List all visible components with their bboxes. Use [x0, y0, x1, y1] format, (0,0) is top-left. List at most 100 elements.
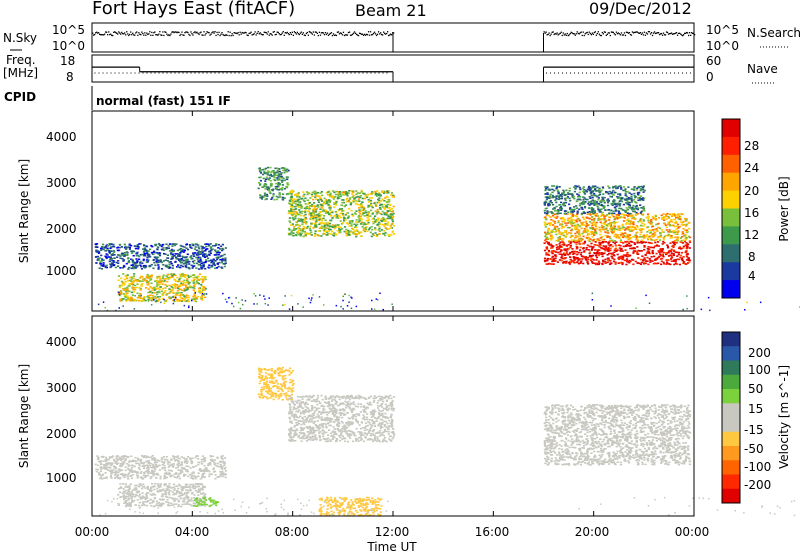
power-cell-4: [661, 250, 663, 252]
power-cell-1: [159, 278, 161, 280]
power-cell-4: [683, 256, 685, 258]
power-cell-1: [136, 283, 138, 285]
power-cell-3: [375, 220, 377, 222]
noise-point: [603, 33, 604, 34]
power-cell-0: [224, 259, 226, 261]
power-cell-1: [205, 279, 207, 281]
noise-point: [258, 31, 259, 32]
power-cell-5: [635, 239, 637, 241]
power-cell-1: [179, 295, 181, 297]
power-cell-4: [613, 252, 615, 254]
power-cell-4: [607, 250, 609, 252]
power-cell-4: [682, 260, 684, 262]
power-cell-4: [544, 242, 546, 244]
power-cell-3: [342, 222, 344, 224]
noise-point: [192, 34, 193, 35]
power-cell-5: [669, 225, 671, 227]
power-cell-0: [196, 250, 198, 252]
power-scatter: [308, 298, 310, 300]
noise-point: [126, 31, 127, 32]
power-cell-0: [115, 267, 117, 269]
power-cell-1: [123, 293, 125, 295]
power-scatter: [263, 295, 265, 297]
power-cell-5: [676, 239, 678, 241]
power-scatter: [160, 302, 162, 304]
power-cell-5: [663, 237, 665, 239]
power-cell-6: [623, 204, 625, 206]
power-cell-0: [130, 245, 132, 247]
power-cell-5: [676, 231, 678, 233]
power-cell-0: [152, 253, 154, 255]
power-cell-6: [591, 207, 593, 209]
power-cell-0: [124, 252, 126, 254]
power-cell-6: [591, 195, 593, 197]
power-cell-4: [678, 259, 680, 261]
power-cell-6: [628, 197, 630, 199]
power-cell-3: [289, 193, 291, 195]
power-cb-tick-4: 4: [748, 269, 756, 283]
power-cell-4: [591, 249, 593, 251]
power-cell-6: [623, 186, 625, 188]
power-cell-1: [143, 296, 145, 298]
power-cell-0: [182, 249, 184, 251]
power-cell-6: [577, 196, 579, 198]
power-scatter: [746, 302, 748, 304]
power-cell-5: [616, 217, 618, 219]
power-cell-5: [571, 225, 573, 227]
power-cell-5: [655, 224, 657, 226]
power-cell-4: [626, 254, 628, 256]
power-cell-2: [273, 174, 275, 176]
power-cell-0: [218, 254, 220, 256]
power-cell-1: [178, 281, 180, 283]
power-cell-3: [327, 191, 329, 193]
power-cell-5: [648, 230, 650, 232]
power-cell-6: [563, 205, 565, 207]
noise-point: [239, 34, 240, 35]
power-cell-5: [585, 221, 587, 223]
power-cell-3: [330, 207, 332, 209]
power-cell-3: [294, 209, 296, 211]
power-cell-5: [688, 228, 690, 230]
power-scatter: [311, 299, 313, 301]
power-cell-5: [658, 217, 660, 219]
power-cell-5: [655, 219, 657, 221]
power-cell-6: [598, 195, 600, 197]
power-cell-0: [162, 244, 164, 246]
power-cell-5: [666, 227, 668, 229]
power-cell-4: [597, 249, 599, 251]
power-cell-4: [652, 247, 654, 249]
noise-point: [689, 32, 690, 33]
power-cell-0: [110, 266, 112, 268]
power-cell-4: [624, 249, 626, 251]
power-cell-6: [588, 207, 590, 209]
power-cell-3: [291, 191, 293, 193]
power-cell-0: [170, 261, 172, 263]
noise-point: [595, 31, 596, 32]
power-cell-2: [265, 172, 267, 174]
power-cell-1: [127, 274, 129, 276]
power-cell-2: [268, 188, 270, 190]
power-cell-3: [369, 215, 371, 217]
power-cell-3: [298, 230, 300, 232]
noise-point: [320, 35, 321, 36]
power-cell-6: [546, 187, 548, 189]
noise-point: [154, 31, 155, 32]
power-cell-5: [661, 231, 663, 233]
power-cell-3: [312, 227, 314, 229]
power-cell-0: [221, 262, 223, 264]
power-cell-5: [666, 229, 668, 231]
noise-point: [131, 34, 132, 35]
power-cell-4: [589, 246, 591, 248]
power-cell-3: [319, 192, 321, 194]
power-cell-1: [177, 299, 179, 301]
power-cell-0: [157, 249, 159, 251]
power-cell-1: [193, 288, 195, 290]
power-cell-4: [548, 250, 550, 252]
power-cell-5: [583, 224, 585, 226]
power-scatter: [255, 295, 257, 297]
power-cell-5: [560, 223, 562, 225]
power-cell-3: [376, 234, 378, 236]
power-cell-2: [283, 167, 285, 169]
power-scatter: [291, 295, 293, 297]
power-scatter: [148, 300, 150, 302]
